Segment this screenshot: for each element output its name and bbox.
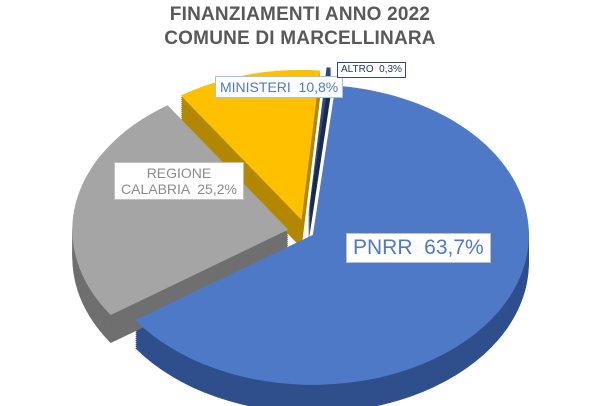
- slice-side-altro: [308, 77, 331, 227]
- slice-label-pnrr-text: PNRR 63,7%: [353, 236, 484, 259]
- slice-side-altro: [308, 87, 331, 237]
- slice-side-altro: [308, 91, 331, 241]
- slice-regione-calabria: [72, 105, 289, 316]
- chart-title-line-2: COMUNE DI MARCELLINARA: [164, 28, 436, 49]
- slice-side-altro: [308, 73, 331, 223]
- slice-side-altro: [308, 93, 331, 243]
- slice-label-ministeri-text: MINISTERI 10,8%: [220, 79, 339, 95]
- slice-side-altro: [308, 89, 331, 239]
- slice-label-pnrr: PNRR 63,7%: [346, 233, 491, 264]
- slice-label-ministeri: MINISTERI 10,8%: [215, 76, 344, 99]
- slice-label-regione-line-2: CALABRIA 25,2%: [121, 181, 237, 198]
- slice-side-altro: [308, 83, 331, 233]
- slice-side-altro: [308, 75, 331, 225]
- slice-label-altro: ALTRO 0,3%: [337, 62, 406, 78]
- slice-altro: [308, 67, 331, 217]
- slice-side-altro: [308, 95, 331, 245]
- slice-side-altro: [308, 81, 331, 231]
- slice-side-altro: [308, 85, 331, 235]
- slice-ministeri: [180, 69, 321, 220]
- chart-title-line-1: FINANZIAMENTI ANNO 2022: [169, 4, 431, 25]
- slice-side-altro: [308, 79, 331, 229]
- slice-side-altro: [308, 71, 331, 221]
- slice-label-regione-calabria: REGIONE CALABRIA 25,2%: [114, 162, 244, 201]
- slice-label-altro-text: ALTRO 0,3%: [341, 64, 402, 75]
- slice-side-altro: [308, 69, 331, 219]
- slice-pnrr: [135, 85, 529, 385]
- slice-label-regione-line-1: REGIONE: [146, 165, 212, 181]
